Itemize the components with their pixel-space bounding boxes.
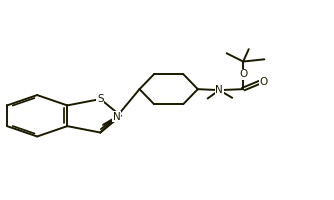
Text: S: S: [97, 94, 104, 104]
Text: O: O: [260, 77, 268, 87]
Text: N: N: [215, 85, 223, 95]
Text: N: N: [113, 112, 121, 122]
Text: O: O: [239, 69, 247, 79]
